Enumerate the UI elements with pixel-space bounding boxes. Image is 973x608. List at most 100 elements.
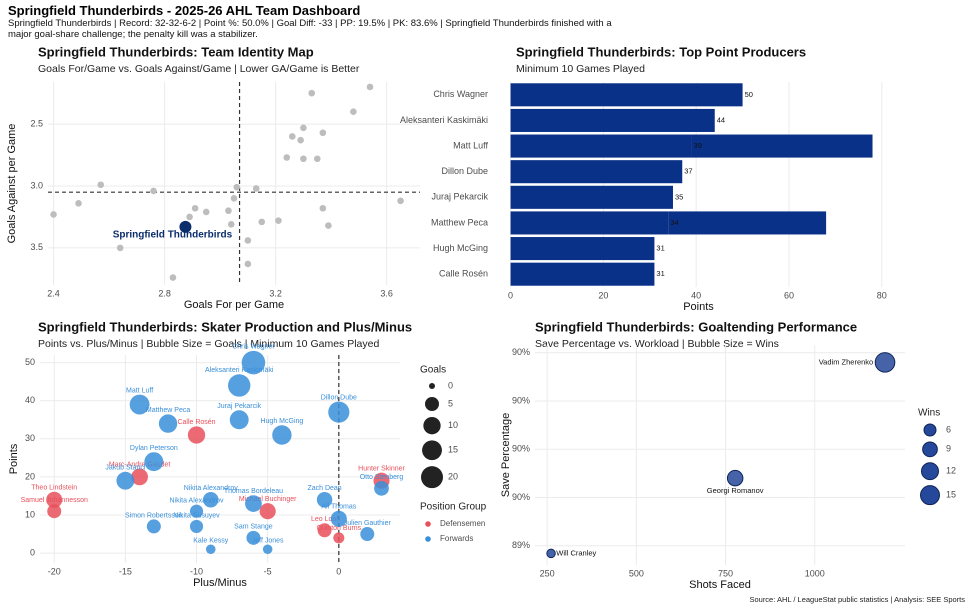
bubble bbox=[333, 532, 345, 544]
team-point bbox=[230, 195, 238, 202]
x-axis-label: Plus/Minus bbox=[193, 577, 247, 589]
x-tick-label: 0 bbox=[508, 290, 513, 300]
bubble bbox=[259, 503, 276, 520]
team-point bbox=[319, 129, 327, 137]
bubble bbox=[203, 492, 219, 508]
bubble-label: Marc-Andre Gaudet bbox=[109, 461, 171, 468]
team-point bbox=[97, 181, 105, 189]
team-point bbox=[300, 124, 307, 132]
bubble-label: Georgi Romanov bbox=[707, 486, 764, 495]
chart-subtitle: Save Percentage vs. Workload | Bubble Si… bbox=[535, 338, 779, 350]
team-point bbox=[150, 187, 157, 195]
bubble bbox=[129, 394, 150, 415]
color-legend-title: Position Group bbox=[420, 502, 487, 513]
x-axis-label: Goals For per Game bbox=[184, 299, 284, 311]
size-legend-label: 12 bbox=[946, 466, 956, 476]
x-tick-label: 500 bbox=[629, 568, 644, 578]
y-tick-label: 20 bbox=[25, 471, 35, 481]
x-axis-label: Shots Faced bbox=[689, 579, 751, 591]
y-tick-label: 90% bbox=[512, 444, 530, 454]
x-tick-label: -5 bbox=[264, 566, 272, 576]
team-point bbox=[283, 154, 291, 161]
bar bbox=[510, 237, 655, 261]
team-point bbox=[202, 208, 210, 216]
value-label: 34 bbox=[670, 218, 678, 227]
size-legend-key bbox=[923, 423, 937, 437]
bubble bbox=[874, 352, 896, 373]
size-legend-key bbox=[422, 440, 442, 461]
chart-subtitle: Goals For/Game vs. Goals Against/Game | … bbox=[38, 63, 360, 75]
bubble-label: Michael Buchinger bbox=[239, 496, 297, 503]
bubble bbox=[330, 510, 347, 527]
bubble-label: Thomas Bordeleau bbox=[224, 488, 283, 495]
team-point bbox=[325, 222, 332, 229]
x-tick-label: 20 bbox=[598, 290, 608, 300]
category-label: Matthew Peca bbox=[431, 217, 488, 227]
team-point bbox=[244, 260, 252, 268]
y-axis-label: Points bbox=[8, 443, 20, 474]
bubble-label: Vadim Zherenko bbox=[819, 357, 873, 366]
bubble bbox=[328, 401, 350, 423]
size-legend-key bbox=[421, 466, 443, 489]
chart-title: Springfield Thunderbirds: Top Point Prod… bbox=[516, 44, 806, 59]
y-tick-label: 90% bbox=[512, 395, 530, 405]
chart-title: Springfield Thunderbirds: Goaltending Pe… bbox=[535, 319, 857, 334]
team-point bbox=[244, 237, 252, 244]
bubble-label: Ali Thomas bbox=[321, 504, 356, 511]
y-axis-label: Goals Against per Game bbox=[6, 124, 18, 244]
bubble-label: Hugh McGing bbox=[260, 418, 303, 425]
bubble bbox=[246, 530, 261, 545]
bubble bbox=[726, 469, 744, 487]
size-legend-label: 0 bbox=[448, 380, 453, 390]
bubble bbox=[229, 410, 249, 430]
x-tick-label: 3.6 bbox=[380, 288, 393, 298]
bubble bbox=[272, 425, 292, 445]
team-point bbox=[116, 244, 124, 252]
bubble bbox=[228, 374, 251, 397]
value-label: 31 bbox=[656, 269, 664, 278]
bar bbox=[668, 211, 827, 235]
bubble-label: Julien Gauthier bbox=[344, 520, 392, 527]
bubble-label: Jeff Jones bbox=[252, 537, 284, 544]
bubble bbox=[116, 471, 135, 490]
bubble-label: Simon Robertsson bbox=[125, 512, 183, 519]
bubble bbox=[205, 544, 216, 555]
bubble bbox=[187, 426, 206, 444]
bubble-label: Chris Wagner bbox=[232, 344, 275, 351]
team-point bbox=[258, 218, 266, 226]
bubble bbox=[146, 519, 161, 534]
bar bbox=[691, 134, 873, 158]
team-point bbox=[75, 200, 82, 207]
color-legend-label: Defensemen bbox=[440, 519, 485, 528]
bubble-label: Samuel Johannesson bbox=[21, 497, 88, 504]
team-point bbox=[350, 108, 357, 116]
bubble-label: Hunter Skinner bbox=[358, 465, 405, 472]
category-label: Aleksanteri Kaskimäki bbox=[400, 115, 488, 125]
bubble-label: Leo Loof bbox=[311, 516, 338, 523]
bubble-label: Aleksanteri Kaskimäki bbox=[205, 367, 274, 374]
bar bbox=[510, 185, 673, 209]
y-tick-label: 0 bbox=[30, 547, 35, 557]
team-point bbox=[308, 89, 316, 97]
color-legend-label: Forwards bbox=[440, 534, 473, 543]
size-legend-key bbox=[921, 462, 939, 481]
team-point bbox=[300, 155, 307, 163]
category-label: Matt Luff bbox=[453, 140, 488, 150]
bar bbox=[510, 262, 655, 286]
team-point bbox=[252, 185, 260, 192]
bar bbox=[510, 83, 743, 107]
bar bbox=[510, 211, 669, 235]
x-axis-label: Points bbox=[683, 301, 714, 313]
bubble-label: Zach Dean bbox=[307, 485, 341, 492]
size-legend-key bbox=[429, 383, 435, 389]
bubble-label: Matt Luff bbox=[126, 387, 153, 394]
value-label: 35 bbox=[675, 192, 683, 201]
value-label: 50 bbox=[745, 90, 753, 99]
bubble-label: Matthew Peca bbox=[146, 407, 190, 414]
size-legend-label: 15 bbox=[448, 445, 458, 455]
y-tick-label: 3.0 bbox=[30, 180, 43, 190]
color-legend-key bbox=[425, 521, 431, 527]
team-point bbox=[227, 221, 235, 228]
bubble-label: Dylan Peterson bbox=[130, 445, 178, 452]
